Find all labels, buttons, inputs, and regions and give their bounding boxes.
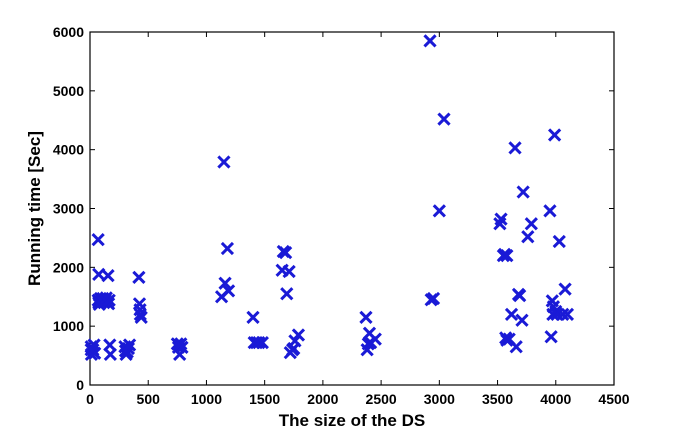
- data-point-x-marker: [282, 264, 296, 279]
- x-tick-label: 1000: [191, 391, 222, 407]
- data-point-x-marker: [547, 128, 562, 142]
- data-point-x-marker: [92, 267, 106, 282]
- x-tick-label: 1500: [249, 391, 280, 407]
- data-point-x-marker: [221, 284, 236, 298]
- x-tick-label: 2500: [366, 391, 397, 407]
- data-point-x-marker: [122, 338, 137, 352]
- data-point-x-marker: [359, 310, 373, 324]
- y-axis-title: Running time [Sec]: [25, 131, 44, 286]
- data-points-layer: [84, 34, 575, 362]
- data-point-x-marker: [552, 234, 566, 249]
- data-point-x-marker: [515, 313, 529, 327]
- data-point-x-marker: [513, 288, 527, 303]
- y-tick-label: 5000: [53, 83, 84, 99]
- data-point-x-marker: [279, 246, 293, 260]
- data-point-x-marker: [103, 347, 117, 362]
- data-point-x-marker: [255, 336, 269, 350]
- data-point-x-marker: [504, 307, 519, 322]
- data-point-x-marker: [101, 268, 115, 283]
- data-point-x-marker: [103, 338, 117, 352]
- x-tick-label: 4500: [598, 391, 629, 407]
- y-tick-label: 2000: [53, 259, 84, 275]
- data-point-x-marker: [423, 34, 437, 48]
- data-point-x-marker: [560, 307, 575, 322]
- data-point-x-marker: [368, 332, 382, 346]
- data-point-x-marker: [134, 310, 148, 324]
- data-point-x-marker: [508, 141, 522, 155]
- data-point-x-marker: [544, 330, 558, 344]
- data-point-x-marker: [494, 212, 508, 226]
- x-tick-label: 4000: [540, 391, 571, 407]
- data-point-x-marker: [516, 185, 530, 199]
- data-point-x-marker: [220, 241, 235, 256]
- data-point-x-marker: [291, 328, 306, 342]
- data-point-x-marker: [437, 112, 451, 126]
- x-axis-title: The size of the DS: [279, 411, 425, 430]
- x-tick-label: 500: [137, 391, 161, 407]
- y-tick-label: 4000: [53, 142, 84, 158]
- data-point-x-marker: [132, 270, 146, 284]
- data-point-x-marker: [500, 248, 514, 263]
- data-point-x-marker: [288, 334, 302, 348]
- data-point-x-marker: [217, 155, 231, 169]
- data-point-x-marker: [175, 340, 189, 354]
- plot-frame: [89, 31, 615, 386]
- data-point-x-marker: [509, 340, 523, 354]
- data-point-x-marker: [543, 204, 557, 218]
- ticks-layer: 0 500 1000 1500 2000 2500 3000 3500 4000 4500 0 100…: [53, 24, 630, 407]
- data-point-x-marker: [432, 204, 446, 218]
- y-tick-label: 6000: [53, 24, 84, 40]
- data-point-x-marker: [521, 230, 535, 244]
- data-point-x-marker: [426, 291, 441, 306]
- axes-layer: [89, 31, 615, 386]
- data-point-x-marker: [218, 276, 232, 290]
- y-tick-label: 1000: [53, 318, 84, 334]
- data-point-x-marker: [524, 217, 538, 231]
- data-point-x-marker: [280, 287, 294, 301]
- data-point-x-marker: [91, 233, 105, 247]
- data-point-x-marker: [102, 293, 116, 307]
- x-tick-label: 0: [86, 391, 94, 407]
- x-tick-label: 3000: [424, 391, 455, 407]
- x-tick-label: 2000: [307, 391, 338, 407]
- data-point-x-marker: [558, 282, 572, 296]
- x-tick-label: 3500: [482, 391, 513, 407]
- data-point-x-marker: [246, 310, 260, 324]
- y-tick-label: 0: [76, 377, 84, 393]
- y-tick-label: 3000: [53, 201, 84, 217]
- data-point-x-marker: [88, 346, 102, 360]
- data-point-x-marker: [252, 336, 266, 350]
